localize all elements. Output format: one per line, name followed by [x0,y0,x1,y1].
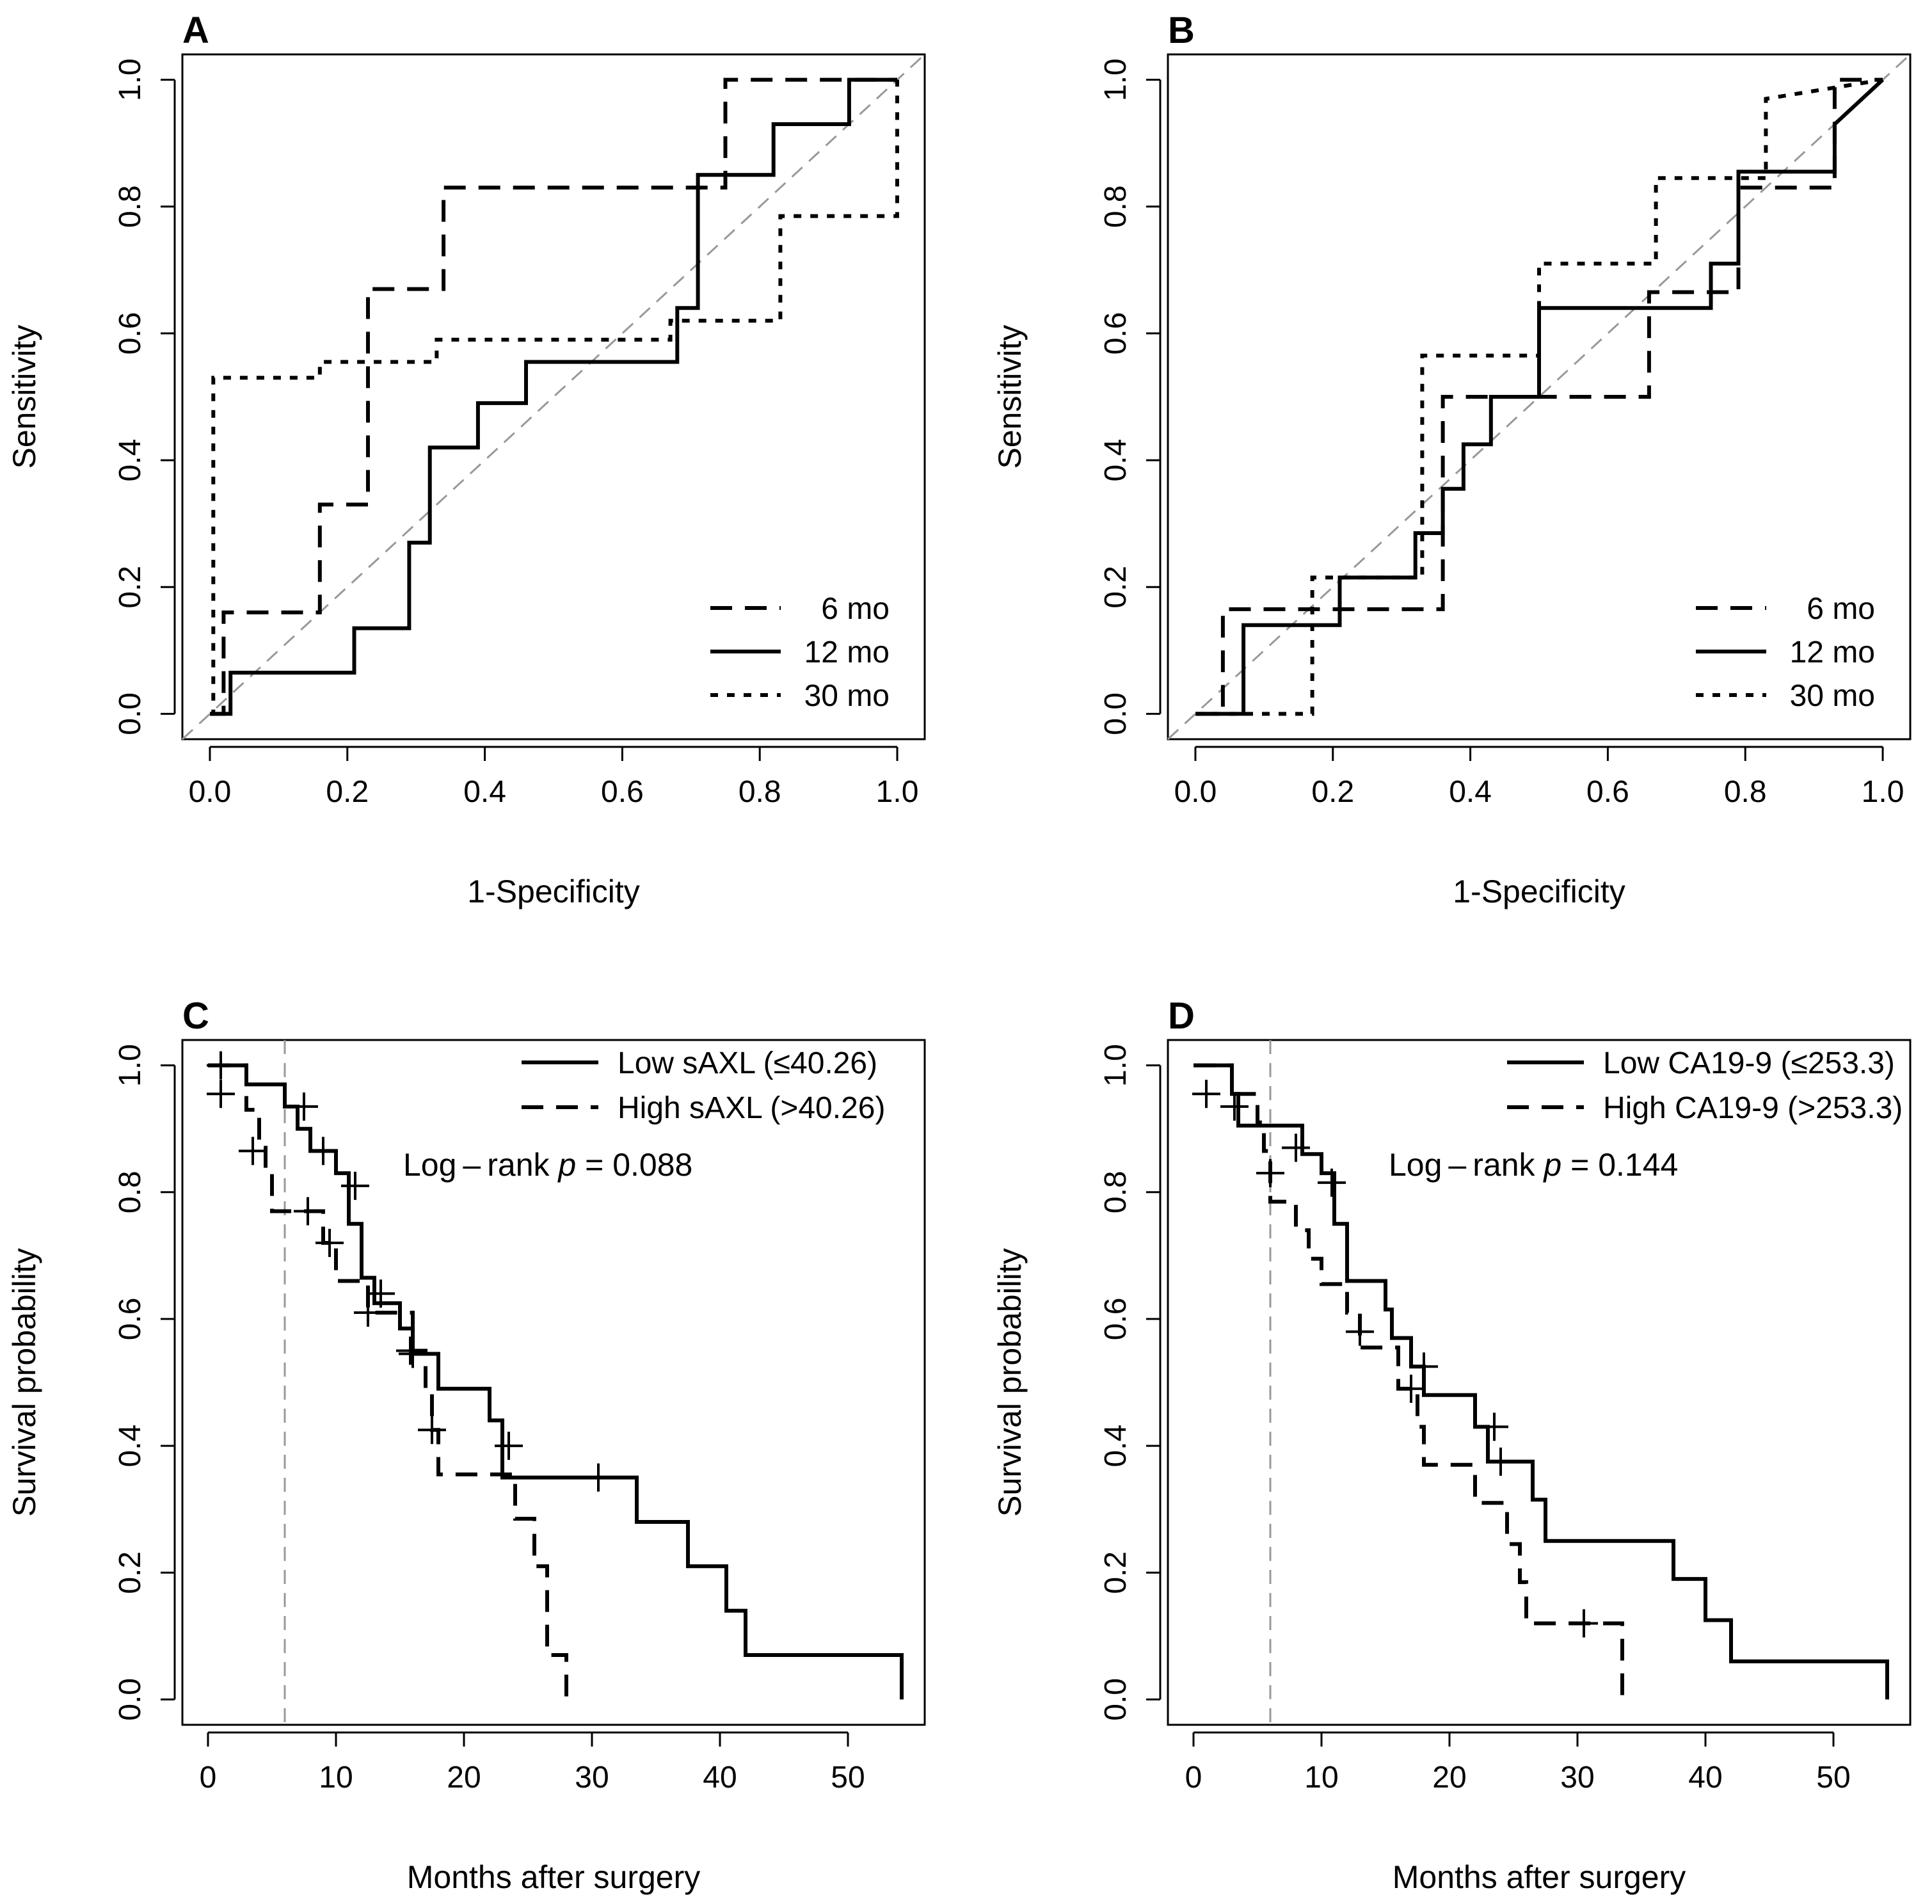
y-tick-label: 1.0 [113,1044,147,1087]
x-tick-label: 50 [831,1761,865,1795]
y-tick-label: 0.8 [1099,185,1133,228]
x-axis-title: Months after surgery [407,1859,701,1895]
x-axis-title: Months after surgery [1393,1859,1686,1895]
series-line-dashed [208,1063,568,1700]
plot-frame [181,53,926,740]
y-tick-label: 1.0 [1099,1044,1133,1087]
x-tick-label: 20 [447,1761,481,1795]
x-tick-label: 0.2 [326,775,369,809]
panel-letter: D [1168,995,1195,1037]
x-tick-label: 1.0 [876,775,919,809]
x-tick-label: 20 [1432,1761,1466,1795]
annotation-prefix: Log – rank [403,1147,558,1183]
series-line-dashed [1194,1063,1624,1700]
x-tick-label: 40 [703,1761,737,1795]
x-tick-label: 0.6 [601,775,644,809]
x-tick-label: 1.0 [1862,775,1904,809]
x-tick-label: 0.4 [463,775,506,809]
y-tick-label: 1.0 [113,58,147,101]
x-tick-label: 50 [1816,1761,1850,1795]
annotation-prefix: Log – rank [1389,1147,1544,1183]
x-tick-label: 0.4 [1449,775,1492,809]
log-rank-annotation: Log – rank p = 0.088 [403,1147,692,1183]
x-tick-label: 0.0 [1174,775,1217,809]
plot-frame [181,1039,926,1726]
y-axis-title: Survival probability [6,1248,42,1517]
annotation-p-symbol: p [1542,1147,1561,1183]
y-tick-label: 0.0 [1099,1678,1133,1721]
legend-label: Low sAXL (≤40.26) [618,1046,877,1080]
annotation-value: = 0.144 [1561,1147,1678,1183]
legend-label: 6 mo [1807,592,1875,626]
y-axis-title: Sensitivity [992,324,1028,468]
legend-label: 30 mo [804,679,890,713]
y-tick-label: 0.6 [1099,1298,1133,1341]
series-line-dotted [210,79,899,716]
y-tick-label: 0.8 [113,185,147,228]
y-tick-label: 0.2 [1099,566,1133,609]
legend-label: 6 mo [821,592,890,626]
panel-d: D 0 10 20 30 40 50 0.0 0.2 0.4 0.6 0.8 1.0 Months aft… [992,995,1912,1895]
panel-letter: A [182,10,209,51]
y-tick-label: 0.4 [1099,439,1133,482]
panel-a: A 0.0 0.2 0.4 0.6 0.8 1.0 0.0 0.2 0.4 0.6 0.8 1.0 1-S… [6,10,926,909]
x-axis-title: 1-Specificity [1453,874,1625,909]
legend-label: 30 mo [1790,679,1875,713]
annotation-value: = 0.088 [576,1147,692,1183]
x-tick-label: 10 [1304,1761,1338,1795]
series-line-solid [1195,78,1885,716]
log-rank-annotation: Log – rank p = 0.144 [1389,1147,1678,1183]
legend-label: Low CA19-9 (≤253.3) [1603,1046,1895,1080]
y-tick-label: 1.0 [1099,58,1133,101]
panel-letter: C [182,995,209,1037]
y-tick-label: 0.8 [1099,1171,1133,1213]
x-tick-label: 0.8 [1724,775,1767,809]
y-tick-label: 0.0 [113,1678,147,1721]
x-tick-label: 0 [1185,1761,1202,1795]
y-tick-label: 0.2 [1099,1551,1133,1594]
x-tick-label: 0.6 [1586,775,1629,809]
series-line-solid [208,1063,904,1700]
y-tick-label: 0.4 [113,439,147,482]
x-tick-label: 40 [1688,1761,1722,1795]
y-tick-label: 0.0 [113,692,147,735]
y-tick-label: 0.6 [113,1298,147,1341]
panel-letter: B [1168,10,1195,51]
x-axis-title: 1-Specificity [467,874,640,909]
chance-diagonal [181,53,926,740]
panel-c: C 0 10 20 30 40 50 0.0 0.2 0.4 0.6 0.8 1.0 Months aft… [6,995,926,1895]
x-tick-label: 0.8 [738,775,781,809]
y-tick-label: 0.2 [113,1551,147,1594]
legend-label: High sAXL (>40.26) [618,1091,885,1125]
legend-label: 12 mo [1790,636,1875,669]
legend-label: 12 mo [804,636,890,669]
y-tick-label: 0.4 [113,1425,147,1468]
plot-frame [1167,1039,1912,1726]
y-tick-label: 0.8 [113,1171,147,1213]
annotation-p-symbol: p [557,1147,576,1183]
y-axis-title: Sensitivity [6,324,42,468]
y-axis-title: Survival probability [992,1248,1028,1517]
x-tick-label: 0.2 [1311,775,1354,809]
y-tick-label: 0.6 [113,312,147,355]
panel-b: B 0.0 0.2 0.4 0.6 0.8 1.0 0.0 0.2 0.4 0.6 0.8 1.0 1-S… [992,10,1912,909]
y-tick-label: 0.4 [1099,1425,1133,1468]
x-tick-label: 0.0 [189,775,232,809]
x-tick-label: 0 [200,1761,217,1795]
plot-frame [1167,53,1912,740]
y-tick-label: 0.6 [1099,312,1133,355]
series-line-dotted [1195,77,1883,716]
x-tick-label: 30 [1560,1761,1594,1795]
x-tick-label: 10 [319,1761,353,1795]
y-tick-label: 0.2 [113,566,147,609]
series-line-solid [210,77,897,716]
legend-label: High CA19-9 (>253.3) [1603,1091,1903,1125]
x-tick-label: 30 [575,1761,609,1795]
y-tick-label: 0.0 [1099,692,1133,735]
